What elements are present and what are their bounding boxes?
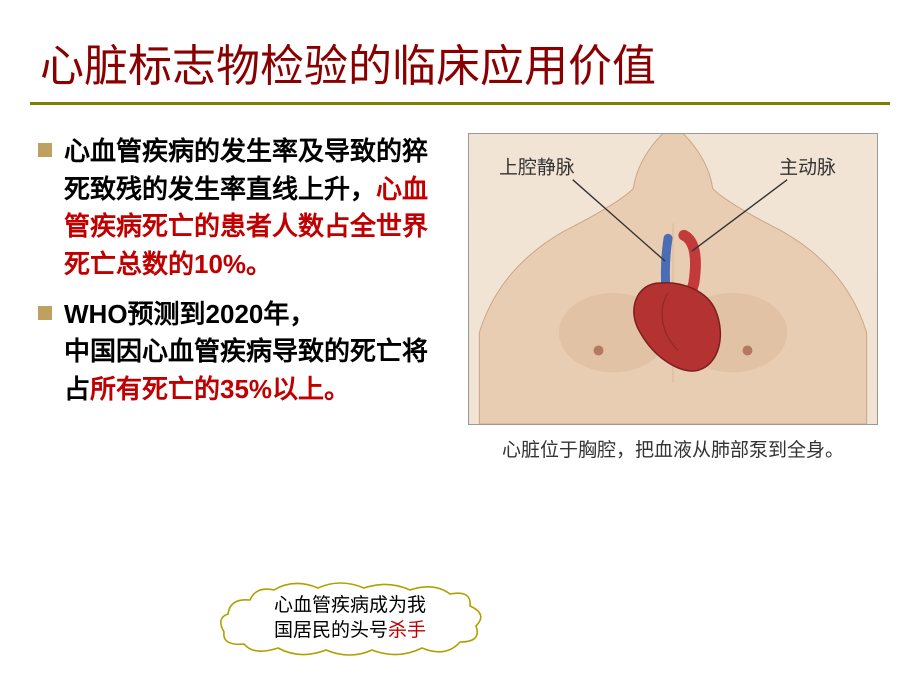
anatomy-diagram: 上腔静脉 主动脉 [468, 133, 878, 425]
list-item: 心血管疾病的发生率及导致的猝死致残的发生率直线上升，心血管疾病死亡的患者人数占全… [38, 133, 438, 284]
content-area: 心血管疾病的发生率及导致的猝死致残的发生率直线上升，心血管疾病死亡的患者人数占全… [30, 133, 890, 462]
bullet-list: 心血管疾病的发生率及导致的猝死致残的发生率直线上升，心血管疾病死亡的患者人数占全… [38, 133, 438, 421]
cloud-text: 心血管疾病成为我 国居民的头号杀手 [210, 594, 490, 643]
text-span: 心血管疾病的发生率及导致的猝死致残的发生率直线上升， [64, 136, 428, 204]
diagram-right-label: 主动脉 [779, 157, 836, 179]
highlight-text: 所有死亡的35%以上。 [90, 374, 350, 404]
diagram-left-label: 上腔静脉 [499, 157, 575, 179]
cloud-callout: 心血管疾病成为我 国居民的头号杀手 [210, 580, 490, 656]
title-block: 心脏标志物检验的临床应用价值 [30, 20, 890, 105]
anatomy-svg-icon: 上腔静脉 主动脉 [469, 134, 877, 424]
list-item: WHO预测到2020年， 中国因心血管疾病导致的死亡将占所有死亡的35%以上。 [38, 296, 438, 409]
text-span: WHO预测到2020年， [64, 299, 315, 329]
cloud-line1: 心血管疾病成为我 [274, 595, 426, 616]
cloud-line2-red: 杀手 [388, 620, 426, 641]
bullet-text: 心血管疾病的发生率及导致的猝死致残的发生率直线上升，心血管疾病死亡的患者人数占全… [64, 133, 438, 284]
cloud-line2-pre: 国居民的头号 [274, 620, 388, 641]
bullet-marker-icon [38, 306, 52, 320]
bullet-text: WHO预测到2020年， 中国因心血管疾病导致的死亡将占所有死亡的35%以上。 [64, 296, 438, 409]
figure-caption: 心脏位于胸腔，把血液从肺部泵到全身。 [458, 435, 888, 462]
bullet-marker-icon [38, 143, 52, 157]
figure-column: 上腔静脉 主动脉 心脏位于胸腔，把血液从肺部泵到全身。 [456, 133, 890, 462]
slide: 心脏标志物检验的临床应用价值 心血管疾病的发生率及导致的猝死致残的发生率直线上升… [0, 0, 920, 690]
page-title: 心脏标志物检验的临床应用价值 [30, 20, 890, 102]
